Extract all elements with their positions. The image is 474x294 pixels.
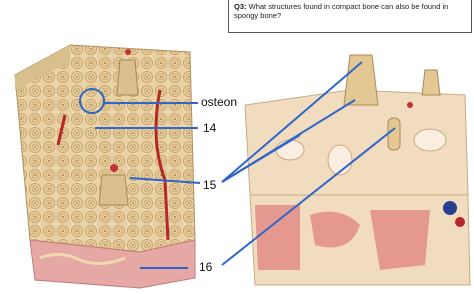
- label: 15: [203, 178, 217, 192]
- compact-bone-model: [14, 44, 196, 289]
- spongy-bone-model: [244, 54, 471, 286]
- question-number: Q3:: [234, 2, 247, 11]
- question-text: What structures found in compact bone ca…: [234, 2, 449, 20]
- label: 16: [199, 260, 213, 274]
- label: osteon: [201, 95, 237, 109]
- label: 14: [203, 121, 217, 135]
- leader-lines: [79, 61, 396, 269]
- question-box: Q3: What structures found in compact bon…: [228, 0, 472, 33]
